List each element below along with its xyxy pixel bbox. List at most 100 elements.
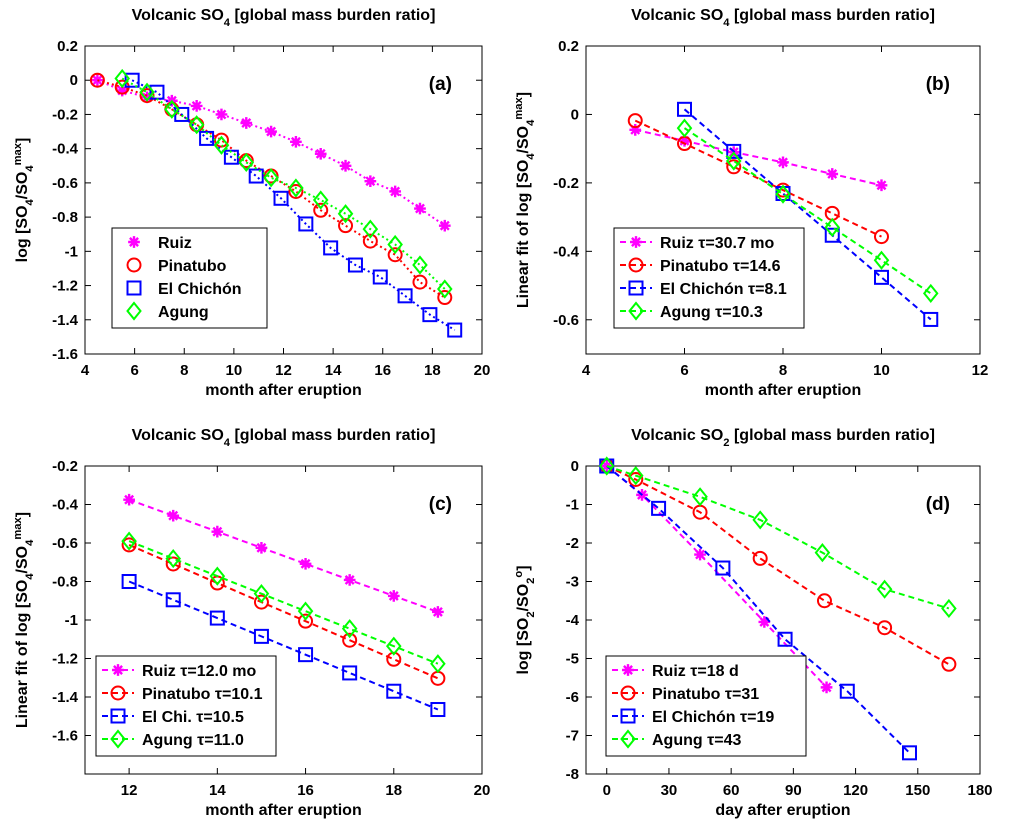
data-point <box>777 156 789 169</box>
data-point <box>876 579 893 599</box>
legend-marker <box>620 708 636 724</box>
y-tick-label: -3 <box>566 574 579 591</box>
data-point <box>139 82 155 102</box>
data-point <box>430 702 446 718</box>
data-point <box>422 307 438 323</box>
text-part: ] <box>14 512 31 517</box>
x-tick-label: 4 <box>582 362 591 379</box>
panel-a: 4 6 8 10 12 14 16 18 20 0.2 0 -0.2 -0.4 -0.6 -0.8 -1 -1.… <box>12 7 490 399</box>
data-point <box>941 598 957 619</box>
x-tick-label: 8 <box>779 362 787 379</box>
legend-marker <box>128 236 140 248</box>
data-point <box>436 279 453 299</box>
x-tick-label: 16 <box>374 362 391 379</box>
data-point <box>343 574 356 586</box>
data-point <box>694 548 706 561</box>
legend: Ruiz Pinatubo El Chichón Agung <box>111 227 268 329</box>
x-tick-label: 60 <box>723 782 740 799</box>
title-subscript: 4 <box>224 437 231 449</box>
text-part: /SO <box>515 126 532 154</box>
x-tick-label: 10 <box>226 362 243 379</box>
data-point <box>288 178 304 198</box>
legend-marker <box>628 301 644 321</box>
data-point <box>715 560 731 576</box>
legend-marker <box>628 257 644 273</box>
y-tick-label: -1.2 <box>52 651 78 668</box>
legend-label: Ruiz τ=18 d <box>652 663 739 680</box>
x-tick-label: 6 <box>680 362 688 379</box>
title-text: Volcanic SO <box>631 7 723 24</box>
y-tick-label: -2 <box>566 535 579 552</box>
legend-label: El Chichón τ=19 <box>652 709 774 726</box>
legend-marker <box>620 685 636 701</box>
data-point <box>875 179 888 192</box>
data-point <box>397 288 413 304</box>
series-line <box>683 108 932 321</box>
data-point <box>437 290 453 306</box>
data-point <box>342 665 358 681</box>
data-point <box>777 631 793 647</box>
data-point <box>298 647 314 663</box>
legend: Ruiz τ=30.7 mo Pinatubo τ=14.6 El Chichón … <box>613 227 805 329</box>
legend-marker <box>110 729 126 749</box>
series-3 <box>114 68 453 299</box>
data-point <box>414 202 426 215</box>
series-line <box>128 540 439 665</box>
legend-label: Pinatubo τ=10.1 <box>142 686 263 703</box>
title-subscript: 4 <box>723 17 730 29</box>
series-2 <box>121 574 446 718</box>
data-point <box>775 184 791 204</box>
legend-marker <box>622 664 634 676</box>
data-point <box>273 190 289 206</box>
text-part: 4 <box>24 165 36 172</box>
panel-letter: (c) <box>429 494 452 515</box>
data-point <box>164 99 180 119</box>
y-axis-label: Linear fit of log [SO4/SO4max] <box>513 92 537 308</box>
data-point <box>341 619 358 639</box>
y-axis-label: log [SO4/SO4max] <box>12 138 36 263</box>
text-part: Linear fit of log [SO <box>14 580 31 728</box>
data-point <box>430 654 446 674</box>
data-point <box>265 125 277 138</box>
data-point <box>141 91 153 104</box>
data-point <box>873 250 890 270</box>
text-part: max <box>513 96 525 119</box>
x-tick-label: 180 <box>967 782 992 799</box>
data-point <box>238 152 255 172</box>
data-point <box>816 593 832 609</box>
title-text: [global mass burden ratio] <box>730 7 935 24</box>
series-3 <box>676 118 939 304</box>
legend-label: El Chichón τ=8.1 <box>660 281 787 298</box>
data-point <box>651 500 667 516</box>
text-part: ] <box>14 138 31 143</box>
series-line <box>128 544 439 680</box>
x-tick-label: 30 <box>661 782 678 799</box>
y-tick-label: -4 <box>566 612 580 629</box>
series-line <box>606 465 950 666</box>
series-1 <box>121 537 446 686</box>
text-part: 2 <box>525 578 537 584</box>
data-point <box>167 509 180 522</box>
text-part: 2 <box>525 611 537 617</box>
data-point <box>598 456 615 476</box>
y-tick-label: -6 <box>566 689 579 706</box>
y-tick-label: -0.6 <box>52 175 78 192</box>
panel-d: 0 30 60 90 120 150 180 0 -1 -2 -3 -4 -5 -6 -7 -8 Volcani… <box>513 427 993 819</box>
x-tick-label: 90 <box>785 782 802 799</box>
y-tick-label: -1.2 <box>52 278 78 295</box>
legend-label: Agung <box>158 304 209 321</box>
legend-marker <box>620 729 636 749</box>
y-tick-label: -0.6 <box>553 312 579 329</box>
chart-title: Volcanic SO2 [global mass burden ratio] <box>631 427 935 449</box>
legend-label: Ruiz τ=30.7 mo <box>660 235 775 252</box>
data-point <box>432 606 444 618</box>
data-point <box>314 147 327 160</box>
text-part: 4 <box>525 119 537 126</box>
data-point <box>677 101 692 117</box>
data-point <box>874 229 889 245</box>
data-point <box>199 130 215 146</box>
data-point <box>298 216 314 232</box>
legend-marker <box>110 685 126 701</box>
data-point <box>253 584 270 604</box>
